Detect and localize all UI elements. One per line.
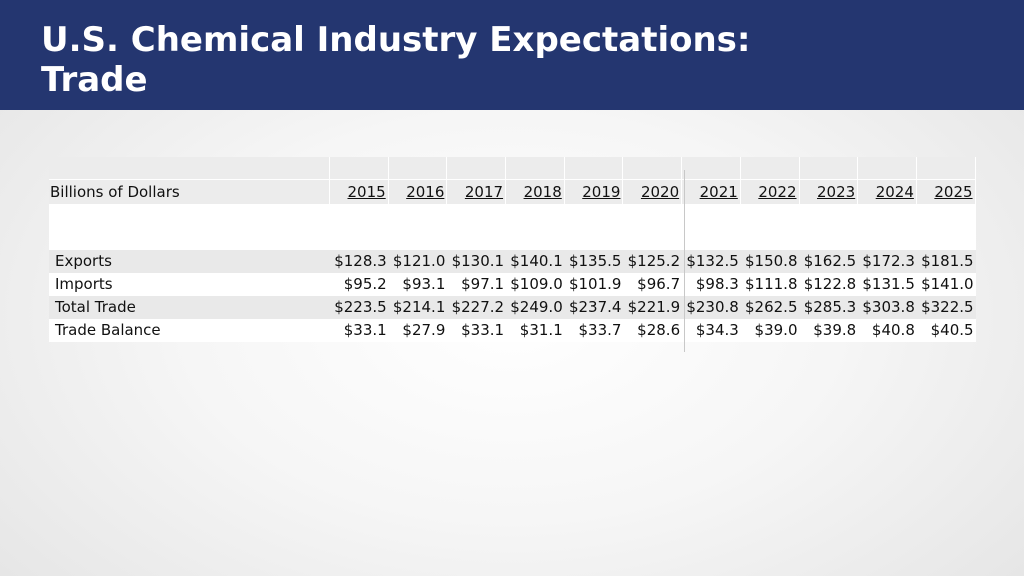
table-cell: $150.8 xyxy=(740,250,800,273)
table-cell: $93.1 xyxy=(388,273,448,296)
table-cell: $39.8 xyxy=(799,319,859,342)
forecast-divider-line xyxy=(684,170,685,352)
year-header: 2016 xyxy=(388,180,448,204)
row-label: Total Trade xyxy=(49,296,330,319)
table-row-total-trade: Total Trade $223.5 $214.1 $227.2 $249.0 … xyxy=(49,296,976,319)
table-row-imports: Imports $95.2 $93.1 $97.1 $109.0 $101.9 … xyxy=(49,273,976,296)
table-cell: $322.5 xyxy=(916,296,976,319)
year-header: 2015 xyxy=(330,180,389,204)
header-label: Billions of Dollars xyxy=(49,180,330,204)
table-cell: $28.6 xyxy=(623,319,683,342)
trade-table-container: Billions of Dollars 2015 2016 2017 2018 … xyxy=(49,157,976,342)
row-label: Imports xyxy=(49,273,330,296)
table-cell: $181.5 xyxy=(916,250,976,273)
table-cell: $101.9 xyxy=(564,273,624,296)
table-cell: $34.3 xyxy=(682,319,741,342)
table-cell: $27.9 xyxy=(388,319,448,342)
table-cell: $98.3 xyxy=(682,273,741,296)
table-top-band xyxy=(49,157,976,180)
table-cell: $214.1 xyxy=(388,296,448,319)
table-header-row: Billions of Dollars 2015 2016 2017 2018 … xyxy=(49,180,976,204)
table-cell: $40.5 xyxy=(916,319,976,342)
table-cell: $237.4 xyxy=(564,296,624,319)
table-cell: $135.5 xyxy=(564,250,624,273)
table-cell: $33.7 xyxy=(564,319,624,342)
table-cell: $230.8 xyxy=(682,296,741,319)
table-cell: $95.2 xyxy=(330,273,389,296)
table-cell: $97.1 xyxy=(447,273,507,296)
table-cell: $285.3 xyxy=(799,296,859,319)
table-cell: $128.3 xyxy=(330,250,389,273)
table-cell: $96.7 xyxy=(623,273,683,296)
row-label: Exports xyxy=(49,250,330,273)
table-cell: $140.1 xyxy=(506,250,565,273)
year-header: 2018 xyxy=(506,180,565,204)
year-header: 2017 xyxy=(447,180,507,204)
table-cell: $33.1 xyxy=(330,319,389,342)
table-cell: $131.5 xyxy=(858,273,917,296)
slide-title: U.S. Chemical Industry Expectations: Tra… xyxy=(41,20,751,100)
year-header: 2023 xyxy=(799,180,859,204)
table-cell: $39.0 xyxy=(740,319,800,342)
table-cell: $121.0 xyxy=(388,250,448,273)
table-cell: $122.8 xyxy=(799,273,859,296)
year-header: 2025 xyxy=(916,180,976,204)
table-cell: $262.5 xyxy=(740,296,800,319)
table-cell: $223.5 xyxy=(330,296,389,319)
table-cell: $303.8 xyxy=(858,296,917,319)
row-label: Trade Balance xyxy=(49,319,330,342)
table-cell: $31.1 xyxy=(506,319,565,342)
table-cell: $249.0 xyxy=(506,296,565,319)
year-header: 2021 xyxy=(682,180,741,204)
year-header: 2019 xyxy=(564,180,624,204)
table-row-exports: Exports $128.3 $121.0 $130.1 $140.1 $135… xyxy=(49,250,976,273)
slide-title-line-2: Trade xyxy=(41,60,148,100)
table-cell: $227.2 xyxy=(447,296,507,319)
table-spacer-row xyxy=(49,204,976,250)
table-cell: $162.5 xyxy=(799,250,859,273)
slide-title-line-1: U.S. Chemical Industry Expectations: xyxy=(41,20,751,60)
table-cell: $40.8 xyxy=(858,319,917,342)
table-row-trade-balance: Trade Balance $33.1 $27.9 $33.1 $31.1 $3… xyxy=(49,319,976,342)
year-header: 2024 xyxy=(858,180,917,204)
table-cell: $109.0 xyxy=(506,273,565,296)
table-cell: $125.2 xyxy=(623,250,683,273)
trade-table: Billions of Dollars 2015 2016 2017 2018 … xyxy=(49,157,976,342)
table-cell: $172.3 xyxy=(858,250,917,273)
table-cell: $132.5 xyxy=(682,250,741,273)
year-header: 2022 xyxy=(740,180,800,204)
year-header: 2020 xyxy=(623,180,683,204)
table-cell: $33.1 xyxy=(447,319,507,342)
table-cell: $221.9 xyxy=(623,296,683,319)
title-bar: U.S. Chemical Industry Expectations: Tra… xyxy=(0,0,1024,110)
table-cell: $141.0 xyxy=(916,273,976,296)
table-cell: $111.8 xyxy=(740,273,800,296)
table-cell: $130.1 xyxy=(447,250,507,273)
